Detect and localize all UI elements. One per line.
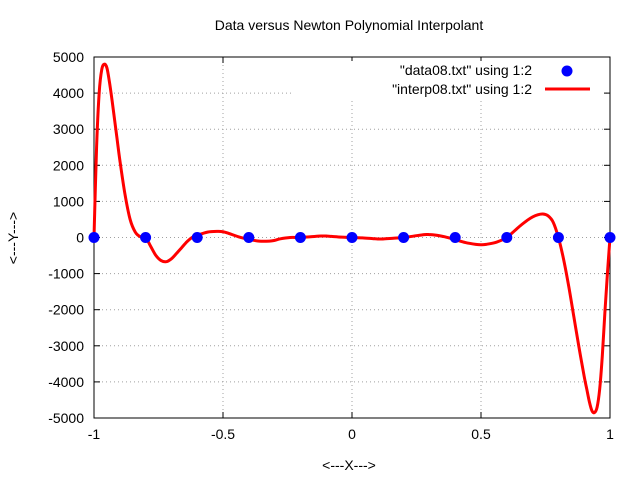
- data-point: [243, 232, 255, 243]
- x-tick-label: 0: [348, 426, 356, 442]
- data-point: [346, 232, 358, 243]
- y-tick-label: -1000: [48, 266, 84, 282]
- legend-label-data: "data08.txt" using 1:2: [400, 62, 532, 78]
- y-tick-label: 1000: [53, 193, 84, 209]
- data-point: [140, 232, 152, 243]
- y-tick-label: -4000: [48, 374, 84, 390]
- legend-background: [293, 61, 603, 99]
- data-point: [398, 232, 410, 243]
- y-tick-label: 4000: [53, 85, 84, 101]
- x-tick-label: -1: [88, 426, 101, 442]
- data-point: [294, 232, 306, 243]
- y-tick-label: -2000: [48, 302, 84, 318]
- legend: "data08.txt" using 1:2 "interp08.txt" us…: [293, 61, 603, 99]
- ticks: -1 -0.5 0 0.5 1 -5000 -4000 -3000 -2000 -1000 0 100…: [48, 49, 614, 442]
- y-tick-label: 2000: [53, 157, 84, 173]
- x-tick-label: 1: [606, 426, 614, 442]
- data-point: [552, 232, 564, 243]
- legend-label-interp: "interp08.txt" using 1:2: [392, 81, 532, 97]
- chart-title: Data versus Newton Polynomial Interpolan…: [215, 17, 484, 33]
- data-point: [449, 232, 461, 243]
- y-axis-label: <---Y--->: [5, 212, 21, 264]
- legend-marker-data: [561, 65, 573, 77]
- y-tick-label: 3000: [53, 121, 84, 137]
- y-tick-label: -5000: [48, 410, 84, 426]
- x-axis-label: <---X--->: [322, 457, 376, 473]
- y-tick-label: 5000: [53, 49, 84, 65]
- data-point: [604, 232, 616, 243]
- series: [88, 62, 616, 415]
- data-point: [88, 232, 100, 243]
- data-point: [501, 232, 513, 243]
- y-tick-label: 0: [76, 230, 84, 246]
- y-tick-label: -3000: [48, 338, 84, 354]
- data-point: [191, 232, 203, 243]
- x-tick-label: 0.5: [471, 426, 491, 442]
- x-tick-label: -0.5: [211, 426, 235, 442]
